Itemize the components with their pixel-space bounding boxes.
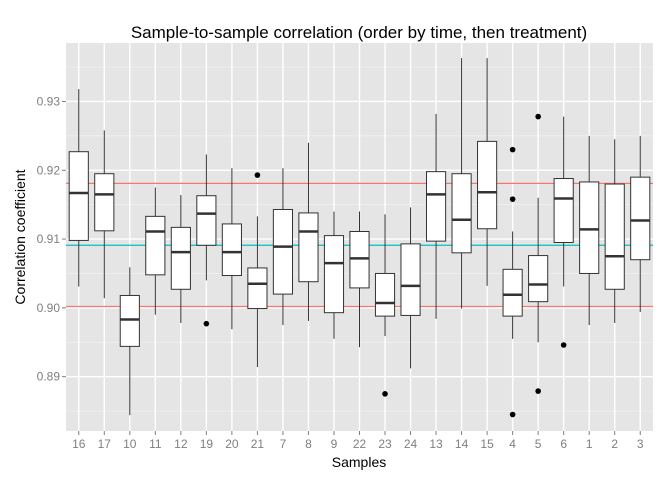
x-tick-label: 6 bbox=[560, 437, 567, 451]
x-tick-label: 13 bbox=[429, 437, 443, 451]
x-tick-label: 20 bbox=[225, 437, 239, 451]
y-tick-label: 0.92 bbox=[37, 163, 61, 177]
box-10 bbox=[119, 267, 140, 416]
box-19 bbox=[196, 154, 217, 327]
outlier-point bbox=[535, 388, 541, 394]
box-body bbox=[272, 208, 294, 295]
box-23 bbox=[374, 214, 396, 397]
box-9 bbox=[323, 211, 345, 339]
outlier-point bbox=[509, 411, 516, 418]
box-6 bbox=[553, 116, 574, 348]
box-8 bbox=[298, 142, 319, 321]
x-tick-label: 19 bbox=[200, 437, 214, 451]
outlier-point bbox=[203, 320, 210, 327]
x-tick-label: 22 bbox=[353, 437, 367, 451]
x-tick-label: 15 bbox=[480, 437, 494, 451]
x-tick-label: 12 bbox=[174, 437, 188, 451]
box-body bbox=[400, 243, 421, 316]
chart-title: Sample-to-sample correlation (order by t… bbox=[131, 23, 587, 42]
outlier-point bbox=[509, 196, 516, 202]
box-body bbox=[553, 178, 574, 244]
box-21 bbox=[247, 172, 268, 368]
box-3 bbox=[630, 135, 651, 312]
box-body bbox=[477, 140, 498, 230]
box-body bbox=[630, 176, 651, 261]
x-tick-label: 14 bbox=[455, 437, 469, 451]
x-tick-label: 4 bbox=[509, 437, 516, 451]
box-22 bbox=[349, 211, 370, 348]
box-body bbox=[94, 173, 115, 232]
x-tick-label: 5 bbox=[535, 437, 542, 451]
y-tick-label: 0.89 bbox=[37, 370, 61, 384]
x-tick-label: 3 bbox=[637, 437, 644, 451]
y-tick-label: 0.93 bbox=[37, 94, 61, 108]
box-body bbox=[247, 267, 268, 310]
box-body bbox=[451, 173, 472, 254]
box-body bbox=[528, 255, 549, 303]
y-tick-label: 0.90 bbox=[37, 301, 61, 315]
box-body bbox=[170, 226, 191, 290]
box-body bbox=[349, 230, 370, 289]
box-5 bbox=[528, 113, 549, 394]
x-tick-label: 7 bbox=[280, 437, 287, 451]
box-13 bbox=[425, 113, 447, 319]
box-17 bbox=[94, 130, 115, 299]
y-tick-label: 0.91 bbox=[37, 232, 61, 246]
box-14 bbox=[451, 58, 472, 309]
box-11 bbox=[145, 187, 166, 315]
box-15 bbox=[477, 58, 498, 286]
box-1 bbox=[579, 135, 600, 326]
x-tick-label: 16 bbox=[72, 437, 86, 451]
box-body bbox=[374, 272, 396, 317]
outlier-point bbox=[254, 172, 261, 178]
outlier-point bbox=[535, 113, 541, 120]
x-axis-title: Samples bbox=[332, 454, 386, 470]
x-tick-label: 11 bbox=[149, 437, 162, 451]
box-2 bbox=[604, 139, 625, 323]
box-body bbox=[579, 181, 600, 274]
box-series bbox=[68, 58, 651, 418]
outlier-point bbox=[509, 146, 516, 153]
box-7 bbox=[272, 168, 294, 326]
box-24 bbox=[400, 207, 421, 369]
x-tick-label: 9 bbox=[331, 437, 338, 451]
x-tick-label: 23 bbox=[378, 437, 392, 451]
y-axis-ticks: 0.89 0.90 0.91 0.92 0.93 bbox=[37, 94, 66, 384]
box-body bbox=[221, 223, 242, 277]
x-tick-label: 2 bbox=[611, 437, 618, 451]
x-tick-label: 10 bbox=[123, 437, 137, 451]
box-4 bbox=[502, 146, 523, 418]
box-12 bbox=[170, 195, 191, 323]
box-16 bbox=[68, 89, 89, 287]
box-body bbox=[298, 212, 319, 283]
box-20 bbox=[221, 168, 242, 330]
outlier-point bbox=[560, 342, 567, 348]
y-axis-title: Correlation coefficient bbox=[12, 169, 28, 304]
x-tick-label: 1 bbox=[586, 437, 593, 451]
box-body bbox=[145, 215, 166, 276]
box-body bbox=[425, 171, 447, 242]
x-tick-label: 21 bbox=[251, 437, 265, 451]
x-tick-label: 8 bbox=[305, 437, 312, 451]
x-tick-label: 24 bbox=[404, 437, 418, 451]
box-body bbox=[502, 268, 523, 317]
box-body bbox=[323, 235, 345, 314]
box-body bbox=[196, 195, 217, 246]
x-axis-ticks: 16 17 10 11 12 19 20 21 7 8 9 22 23 24 13 14 15 4 5 6 1 2 3 bbox=[72, 431, 644, 451]
box-body bbox=[604, 183, 625, 290]
x-tick-label: 17 bbox=[98, 437, 112, 451]
box-body bbox=[119, 294, 140, 347]
outlier-point bbox=[382, 391, 388, 397]
box-body bbox=[68, 151, 89, 241]
